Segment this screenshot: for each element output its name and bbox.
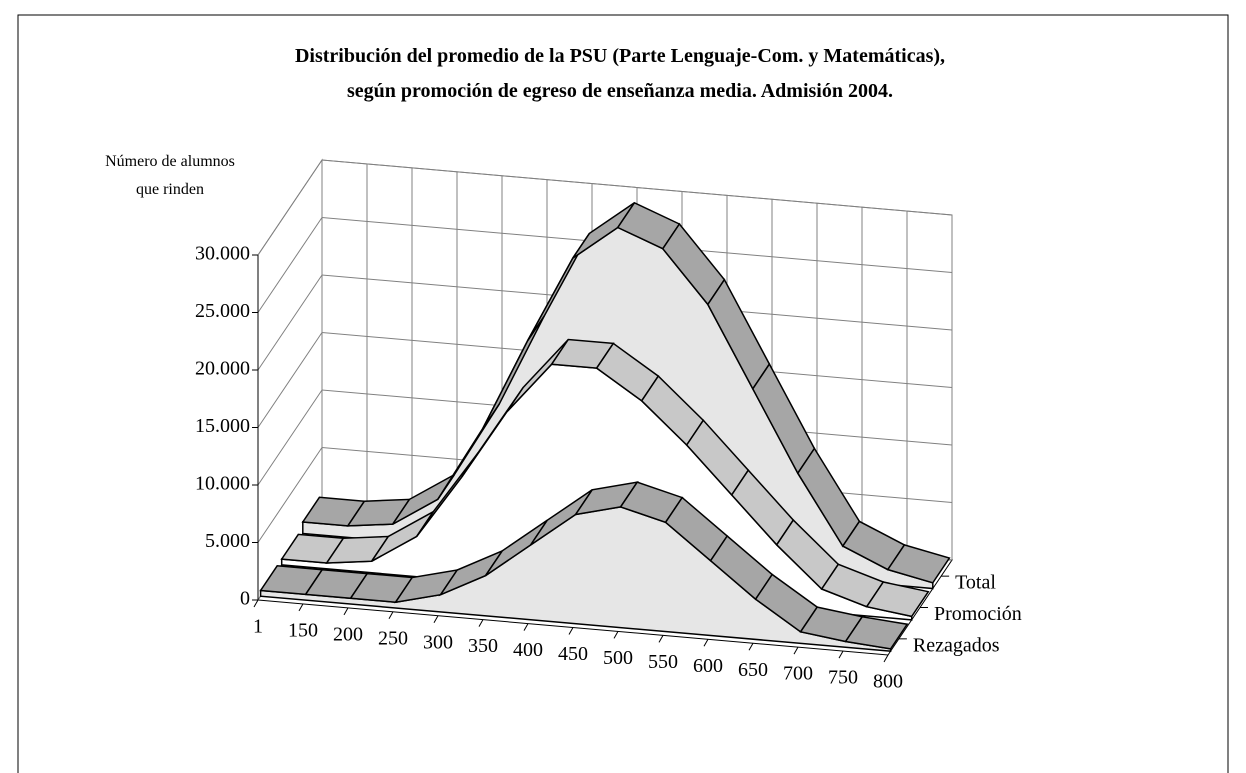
x-tick <box>478 619 484 627</box>
x-tick <box>568 627 574 635</box>
x-tick <box>523 623 529 631</box>
x-tick-label: 650 <box>738 659 768 681</box>
y-tick-label: 30.000 <box>195 243 250 265</box>
x-tick-label: 1 <box>253 616 263 638</box>
x-tick <box>613 631 619 639</box>
x-tick-label: 600 <box>693 655 723 677</box>
y-axis-label: que rinden <box>136 181 204 198</box>
x-tick-label: 200 <box>333 623 363 645</box>
x-tick <box>388 611 394 620</box>
x-tick-label: 450 <box>558 643 588 665</box>
x-tick-label: 300 <box>423 631 453 653</box>
y-tick-label: 5.000 <box>205 530 250 552</box>
y-tick-label: 20.000 <box>195 358 250 380</box>
x-tick-label: 800 <box>873 671 903 693</box>
y-axis-label: Número de alumnos <box>105 153 235 170</box>
series-label: Rezagados <box>913 634 1000 656</box>
y-tick-label: 25.000 <box>195 300 250 322</box>
x-tick <box>838 650 844 659</box>
series-label: Promoción <box>934 603 1022 625</box>
x-tick <box>658 635 664 643</box>
grid-line <box>257 216 953 313</box>
x-tick-label: 350 <box>468 635 498 657</box>
x-tick <box>703 639 709 647</box>
x-tick-label: 550 <box>648 651 678 673</box>
ribbon-segment <box>865 581 930 618</box>
x-tick-label: 250 <box>378 627 408 649</box>
y-tick-label: 10.000 <box>195 473 250 495</box>
ribbon-segment <box>886 544 951 584</box>
ribbon-segment <box>844 615 909 650</box>
y-tick-label: 0 <box>240 588 250 610</box>
x-tick <box>883 654 889 663</box>
x-tick-label: 750 <box>828 667 858 689</box>
x-tick-label: 400 <box>513 639 543 661</box>
x-tick <box>343 607 349 616</box>
x-tick <box>298 603 304 612</box>
x-tick <box>433 615 439 623</box>
x-tick-label: 150 <box>288 620 318 642</box>
x-tick <box>793 646 799 655</box>
chart-title: Distribución del promedio de la PSU (Par… <box>295 45 945 67</box>
x-tick-label: 500 <box>603 647 633 669</box>
frame <box>17 14 1229 773</box>
x-tick-label: 700 <box>783 663 813 685</box>
grid-line <box>257 159 953 256</box>
x-tick <box>748 642 754 651</box>
x-tick <box>253 599 259 608</box>
series-label: Total <box>955 572 996 594</box>
chart-title: según promoción de egreso de enseñanza m… <box>347 80 893 102</box>
y-tick-label: 15.000 <box>195 415 250 437</box>
